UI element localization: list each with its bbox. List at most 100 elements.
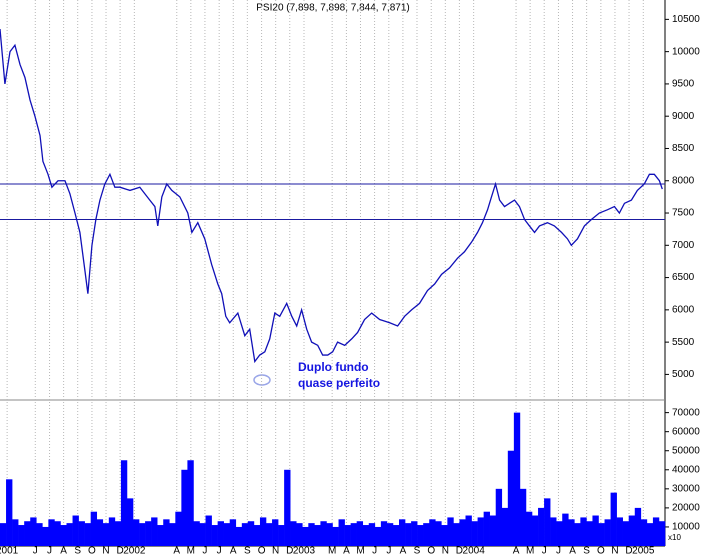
x-tick-label: 2005 xyxy=(632,546,655,556)
x-tick-label: D xyxy=(625,546,632,556)
volume-bar xyxy=(507,450,515,546)
volume-bar xyxy=(338,519,345,546)
y-tick-label: 40000 xyxy=(672,464,700,475)
volume-bar xyxy=(513,412,521,546)
volume-bar xyxy=(640,519,648,546)
volume-bar xyxy=(471,521,478,546)
x-tick-label: J xyxy=(202,546,207,556)
x-tick-label: O xyxy=(427,546,435,556)
x-tick-label: S xyxy=(74,546,81,556)
volume-bar xyxy=(429,519,436,546)
volume-bar xyxy=(302,526,309,546)
annotation: Duplo fundo xyxy=(298,360,369,374)
volume-bar xyxy=(284,469,291,546)
volume-bar xyxy=(181,469,188,546)
x-tick-label: J xyxy=(386,546,391,556)
x-tick-label: M xyxy=(328,546,336,556)
volume-bar xyxy=(223,523,231,546)
volume-bar xyxy=(320,521,327,546)
volume-bar xyxy=(139,523,146,546)
volume-bar xyxy=(90,511,98,546)
volume-bar xyxy=(435,521,442,546)
volume-bar xyxy=(30,517,37,546)
volume-bar xyxy=(163,519,170,546)
x-tick-label: J xyxy=(542,546,547,556)
x-tick-label: M xyxy=(526,546,534,556)
volume-bar xyxy=(332,526,339,546)
volume-bar xyxy=(465,515,472,546)
volume-bar xyxy=(652,517,660,546)
x-tick-label: J xyxy=(372,546,377,556)
x-tick-label: A xyxy=(343,546,350,556)
volume-bar xyxy=(326,523,333,546)
y-tick-label: 6000 xyxy=(672,304,695,315)
x-tick-label: A xyxy=(513,546,520,556)
y-tick-label: 9000 xyxy=(672,111,695,122)
volume-bar xyxy=(532,515,539,546)
y-tick-label: 70000 xyxy=(672,407,700,418)
x-tick-label: D xyxy=(456,546,463,556)
volume-bar xyxy=(386,523,394,546)
volume-bar xyxy=(133,519,140,546)
chart-title: PSI20 (7,898, 7,898, 7,844, 7,871) xyxy=(256,3,409,14)
x-tick-label: N xyxy=(442,546,449,556)
volume-bar xyxy=(568,519,575,546)
volume-bar xyxy=(253,525,261,546)
x-tick-label: D xyxy=(286,546,293,556)
volume-bar xyxy=(544,498,551,546)
x-tick-label: 2004 xyxy=(463,546,486,556)
x-tick-label: J xyxy=(47,546,52,556)
volume-bar xyxy=(187,460,194,546)
volume-bar xyxy=(102,523,110,546)
y-tick-label: 10000 xyxy=(672,46,700,57)
volume-bar xyxy=(580,517,587,546)
volume-bar xyxy=(616,517,623,546)
volume-bar xyxy=(423,523,430,546)
volume-bar xyxy=(538,507,545,546)
y-tick-label: 5000 xyxy=(672,369,695,380)
x-tick-label: N xyxy=(272,546,279,556)
volume-bar xyxy=(489,515,497,546)
volume-bar xyxy=(126,498,134,546)
volume-bar xyxy=(247,521,255,546)
volume-bar xyxy=(211,525,218,546)
volume-bar xyxy=(175,511,182,546)
x-tick-label: S xyxy=(583,546,590,556)
volume-bar xyxy=(169,523,176,546)
x-tick-label: D xyxy=(116,546,123,556)
volume-bar xyxy=(628,515,636,546)
volume-bar xyxy=(405,523,412,546)
volume-bar xyxy=(205,515,212,546)
volume-bar xyxy=(447,517,454,546)
volume-bar xyxy=(592,515,599,546)
volume-bar xyxy=(314,525,321,546)
volume-bar xyxy=(550,517,557,546)
x-tick-label: S xyxy=(414,546,421,556)
volume-bar xyxy=(84,523,91,546)
volume-bar xyxy=(525,511,533,546)
x-tick-label: 2001 xyxy=(0,546,19,556)
volume-bar xyxy=(114,521,122,546)
volume-bar xyxy=(66,523,73,546)
y-tick-label: 10500 xyxy=(672,14,700,25)
x-tick-label: A xyxy=(173,546,180,556)
volume-bar xyxy=(60,525,67,546)
volume-bar xyxy=(610,492,617,546)
volume-bar xyxy=(151,517,158,546)
volume-bar xyxy=(634,507,642,546)
volume-bar xyxy=(157,525,164,546)
volume-bar xyxy=(290,521,297,546)
volume-bar xyxy=(574,523,581,546)
volume-bar xyxy=(296,523,303,546)
volume-bar xyxy=(483,511,490,546)
y-tick-label: 6500 xyxy=(672,272,695,283)
volume-bar xyxy=(374,526,382,546)
volume-bar xyxy=(356,521,364,546)
volume-bar xyxy=(48,519,55,546)
volume-bar xyxy=(199,523,206,546)
volume-bar xyxy=(453,523,460,546)
volume-bar xyxy=(272,519,279,546)
volume-bar xyxy=(235,526,243,546)
volume-bar xyxy=(441,525,448,546)
